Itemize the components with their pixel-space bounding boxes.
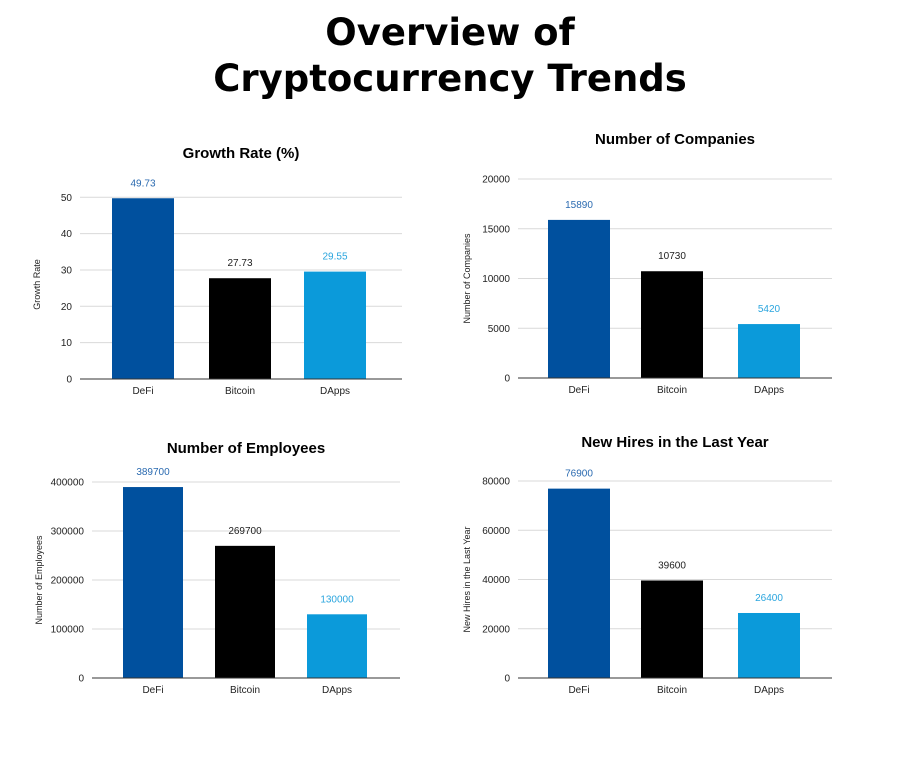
bar-defi <box>123 487 183 678</box>
data-label: 76900 <box>565 469 593 480</box>
x-tick-label: DeFi <box>568 385 589 396</box>
bar-dapps <box>304 271 366 379</box>
x-tick-label: DeFi <box>132 386 153 397</box>
data-label: 39600 <box>658 560 686 571</box>
bar-dapps <box>738 324 800 378</box>
bar-bitcoin <box>641 271 703 378</box>
bar-dapps <box>738 612 800 678</box>
y-tick-label: 300000 <box>51 527 85 538</box>
y-tick-label: 20000 <box>482 175 510 186</box>
chart-title: Number of Employees <box>167 440 325 457</box>
y-tick-label: 30 <box>61 265 73 276</box>
chart-title: New Hires in the Last Year <box>581 434 768 451</box>
y-axis-label: Growth Rate <box>32 259 42 310</box>
data-label: 26400 <box>755 593 783 604</box>
x-tick-label: DeFi <box>568 685 589 696</box>
y-tick-label: 100000 <box>51 625 85 636</box>
y-tick-label: 10000 <box>482 274 510 285</box>
y-tick-label: 20 <box>61 302 73 313</box>
data-label: 27.73 <box>227 258 252 269</box>
y-tick-label: 80000 <box>482 477 510 488</box>
y-axis-label: Number of Companies <box>462 233 472 324</box>
y-tick-label: 15000 <box>482 224 510 235</box>
y-tick-label: 0 <box>504 674 510 685</box>
data-label: 269700 <box>228 526 262 537</box>
page-title: Overview of Cryptocurrency Trends <box>0 10 900 102</box>
y-tick-label: 5000 <box>488 324 511 335</box>
bar-defi <box>112 198 174 379</box>
y-tick-label: 200000 <box>51 576 85 587</box>
page-title-line-2: Cryptocurrency Trends <box>213 57 687 100</box>
y-tick-label: 10 <box>61 338 73 349</box>
x-tick-label: DApps <box>322 685 352 696</box>
x-tick-label: Bitcoin <box>657 685 687 696</box>
chart-title: Number of Companies <box>595 131 755 148</box>
chart-number-of-employees: Number of Employees Number of Employees 0 1… <box>34 440 400 696</box>
x-tick-label: DeFi <box>142 685 163 696</box>
bar-defi <box>548 488 610 678</box>
chart-title: Growth Rate (%) <box>183 145 300 162</box>
data-label: 15890 <box>565 200 593 211</box>
y-axis-label: New Hires in the Last Year <box>462 526 472 632</box>
y-tick-label: 40000 <box>482 575 510 586</box>
y-tick-label: 0 <box>78 674 84 685</box>
bar-dapps <box>307 614 367 678</box>
data-label: 10730 <box>658 251 686 262</box>
x-tick-label: DApps <box>320 386 350 397</box>
y-tick-label: 0 <box>504 374 510 385</box>
y-tick-label: 60000 <box>482 526 510 537</box>
y-axis-label: Number of Employees <box>34 535 44 625</box>
x-tick-label: DApps <box>754 685 784 696</box>
data-label: 49.73 <box>130 178 155 189</box>
page-title-line-1: Overview of <box>325 11 575 54</box>
y-tick-label: 50 <box>61 193 73 204</box>
y-tick-label: 20000 <box>482 624 510 635</box>
x-tick-label: Bitcoin <box>230 685 260 696</box>
chart-new-hires: New Hires in the Last Year New Hires in t… <box>462 434 832 696</box>
x-tick-label: Bitcoin <box>657 385 687 396</box>
y-tick-label: 400000 <box>51 478 85 489</box>
data-label: 5420 <box>758 304 781 315</box>
data-label: 130000 <box>320 594 354 605</box>
x-tick-label: DApps <box>754 385 784 396</box>
data-label: 29.55 <box>322 252 347 263</box>
y-tick-label: 40 <box>61 229 73 240</box>
bar-bitcoin <box>209 278 271 379</box>
bar-bitcoin <box>641 580 703 678</box>
y-tick-label: 0 <box>66 375 72 386</box>
data-label: 389700 <box>136 467 170 478</box>
chart-growth-rate: Growth Rate (%) Growth Rate 0 10 20 30 40 50 49.… <box>32 145 402 397</box>
bar-defi <box>548 219 610 378</box>
x-tick-label: Bitcoin <box>225 386 255 397</box>
chart-number-of-companies: Number of Companies Number of Companies 0 5… <box>462 131 832 396</box>
bar-bitcoin <box>215 545 275 678</box>
